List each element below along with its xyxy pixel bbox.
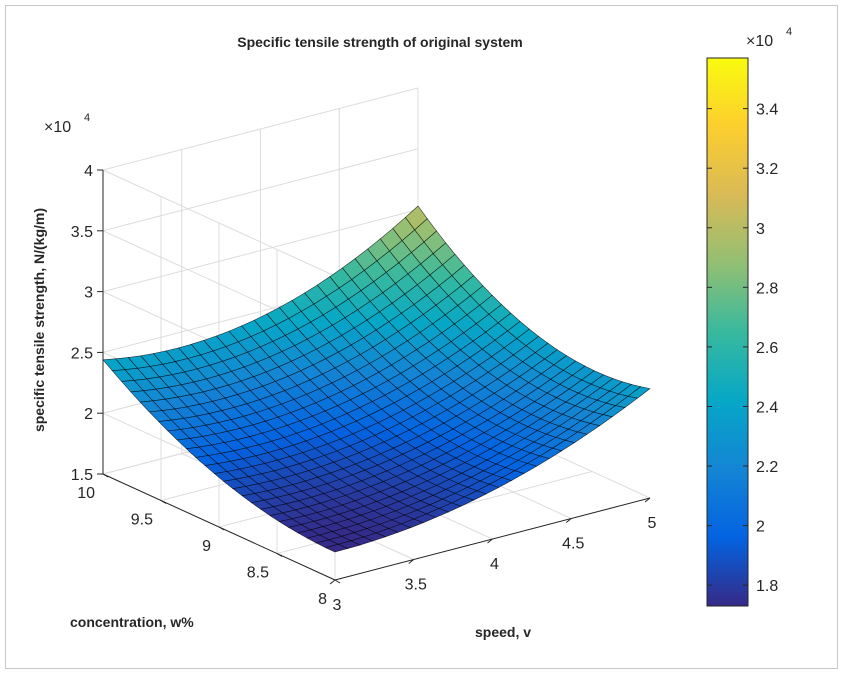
colorbar-multiplier-label: ×10	[746, 33, 773, 50]
y-axis-label: concentration, w%	[70, 614, 194, 630]
x-tick-mark	[408, 559, 415, 564]
y-tick-mark	[102, 473, 109, 478]
colorbar-ticks: 1.8 2 2.2 2.4 2.6 2.8 3 3.2 3.4	[707, 102, 778, 595]
z-tick-label: 4	[84, 163, 93, 180]
colorbar: 1.8 2 2.2 2.4 2.6 2.8 3 3.2 3.4 ×10 4	[706, 26, 792, 607]
x-tick-label: 5	[648, 515, 657, 532]
colorbar-tick-label: 2.8	[756, 280, 778, 297]
chart-title: Specific tensile strength of original sy…	[237, 34, 523, 50]
surface-mesh	[102, 205, 651, 553]
x-tick-mark	[487, 538, 493, 544]
colorbar-tick-label: 1.8	[756, 578, 778, 595]
colorbar-tick-label: 2.4	[756, 399, 778, 416]
tick-labels: 1.5 2 2.5 3 3.5 4 3 3.5 4 4.5 5 8 8.5 9 9.5 10	[71, 163, 657, 614]
y-tick-label: 8.5	[247, 565, 269, 582]
x-tick-label: 4	[490, 556, 499, 573]
colorbar-tick-label: 3.4	[756, 102, 778, 119]
figure-frame	[5, 5, 838, 669]
z-tick-label: 3.5	[71, 224, 93, 241]
colorbar-tick-label: 3	[756, 221, 765, 238]
colorbar-tick-label: 3.2	[756, 161, 778, 178]
y-tick-mark	[334, 579, 341, 584]
colorbar-gradient	[706, 57, 749, 607]
x-tick-mark	[329, 579, 336, 585]
y-tick-label: 9	[202, 538, 211, 555]
z-tick-label: 2	[84, 406, 93, 423]
z-axis-label: specific tensile strength, N/(kg/m)	[31, 208, 47, 432]
x-tick-mark	[565, 518, 572, 523]
z-tick-label: 2.5	[71, 345, 93, 362]
x-tick-label: 3.5	[405, 577, 427, 594]
z-multiplier-label: ×10	[44, 119, 71, 136]
y-tick-label: 9.5	[131, 512, 153, 529]
z-tick-label: 3	[84, 285, 93, 302]
x-tick-label: 4.5	[562, 536, 584, 553]
x-axis-label: speed, v	[475, 624, 531, 640]
z-multiplier: ×10 4	[44, 112, 90, 136]
z-tick-label: 1.5	[71, 467, 93, 484]
y-tick-label: 10	[77, 485, 95, 502]
colorbar-multiplier-exponent: 4	[786, 26, 792, 38]
colorbar-tick-label: 2.6	[756, 340, 778, 357]
y-tick-label: 8	[318, 591, 327, 608]
colorbar-tick-label: 2	[756, 519, 765, 536]
y-tick-mark	[160, 500, 167, 504]
z-multiplier-exponent: 4	[84, 112, 90, 124]
y-tick-mark	[276, 553, 283, 557]
x-tick-mark	[644, 497, 651, 503]
surface-patch	[324, 543, 349, 553]
colorbar-tick-label: 2.2	[756, 459, 778, 476]
x-tick-label: 3	[333, 597, 342, 614]
y-tick-mark	[218, 526, 225, 531]
